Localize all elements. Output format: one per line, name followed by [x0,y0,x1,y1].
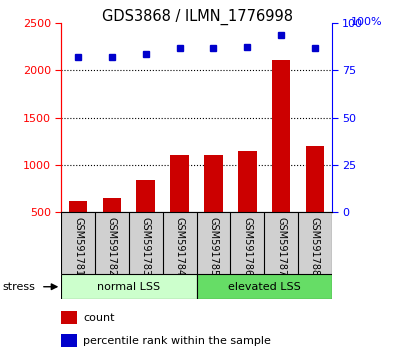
Text: normal LSS: normal LSS [97,282,160,292]
Text: GSM591781: GSM591781 [73,217,83,276]
Bar [204,155,223,212]
Text: GDS3868 / ILMN_1776998: GDS3868 / ILMN_1776998 [102,9,293,25]
Text: GSM591782: GSM591782 [107,217,117,276]
Bar [61,334,77,347]
Bar [103,198,121,212]
Bar [61,311,77,324]
Text: GSM591784: GSM591784 [175,217,184,276]
Text: percentile rank within the sample: percentile rank within the sample [83,336,271,346]
Text: elevated LSS: elevated LSS [228,282,301,292]
Bar [272,60,290,212]
Bar [170,155,189,212]
Text: stress: stress [2,282,35,292]
Bar [306,146,324,212]
Text: GSM591785: GSM591785 [209,217,218,276]
Text: GSM591786: GSM591786 [242,217,252,276]
Bar [69,201,87,212]
Text: GSM591788: GSM591788 [310,217,320,276]
Text: count: count [83,313,115,322]
Bar [238,151,256,212]
Bar [197,274,332,299]
Text: GSM591787: GSM591787 [276,217,286,276]
Bar [137,180,155,212]
Text: GSM591783: GSM591783 [141,217,151,276]
Bar [61,274,197,299]
Y-axis label: 100%: 100% [351,17,383,27]
